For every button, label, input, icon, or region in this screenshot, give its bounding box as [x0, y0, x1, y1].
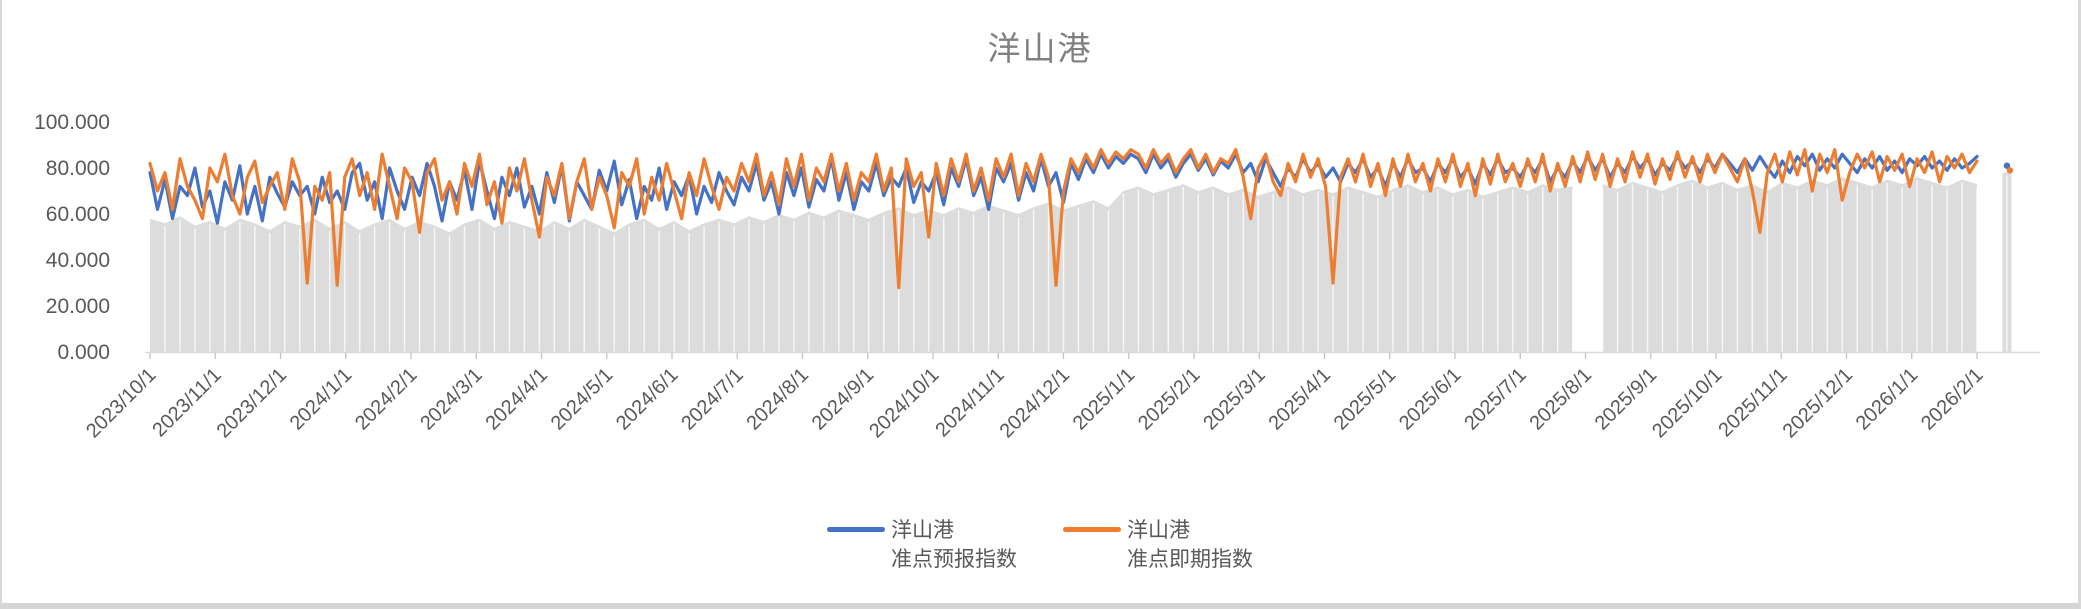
x-axis-label: 2025/2/1: [1134, 364, 1205, 435]
legend-label-spot: 洋山港 准点即期指数: [1127, 516, 1253, 574]
x-axis-label: 2024/10/1: [865, 364, 943, 442]
band-week-stripes: [164, 175, 2008, 352]
x-axis-label: 2026/2/1: [1917, 364, 1988, 435]
y-axis-label: 20.000: [46, 295, 110, 318]
x-axis-label: 2025/7/1: [1460, 364, 1531, 435]
y-axis-labels: 100.000 80.000 60.000 40.000 20.000 0.000: [34, 111, 110, 364]
x-axis-label: 2024/6/1: [612, 364, 683, 435]
y-axis-label: 100.000: [34, 111, 110, 134]
legend-label-forecast: 洋山港 准点预报指数: [891, 516, 1017, 574]
y-axis-label: 0.000: [57, 341, 110, 364]
legend-item-spot[interactable]: 洋山港 准点即期指数: [1063, 516, 1253, 574]
x-axis-label: 2026/1/1: [1852, 364, 1923, 435]
legend: 洋山港 准点预报指数 洋山港 准点即期指数: [827, 516, 1253, 574]
x-axis-label: 2024/4/1: [481, 364, 552, 435]
legend-forecast-line2: 准点预报指数: [891, 548, 1017, 571]
y-axis-label: 60.000: [46, 203, 110, 226]
x-axis-labels: 2023/10/12023/11/12023/12/12024/1/12024/…: [82, 364, 1987, 442]
legend-forecast-line1: 洋山港: [891, 519, 954, 542]
x-axis-label: 2024/5/1: [547, 364, 618, 435]
background-band: [150, 172, 2012, 352]
y-axis-label: 80.000: [46, 157, 110, 180]
x-axis-label: 2025/10/1: [1648, 364, 1726, 442]
x-axis-label: 2024/1/1: [286, 364, 357, 435]
x-axis-label: 2025/1/1: [1069, 364, 1140, 435]
legend-spot-line1: 洋山港: [1127, 519, 1190, 542]
x-axis-label: 2025/5/1: [1330, 364, 1401, 435]
legend-item-forecast[interactable]: 洋山港 准点预报指数: [827, 516, 1017, 574]
x-axis-label: 2024/12/1: [996, 364, 1074, 442]
x-axis-label: 2024/2/1: [351, 364, 422, 435]
chart-title[interactable]: 洋山港: [987, 30, 1093, 67]
x-axis-label: 2024/3/1: [416, 364, 487, 435]
x-axis-label: 2024/8/1: [742, 364, 813, 435]
x-axis: [145, 351, 2040, 359]
x-axis-label: 2025/4/1: [1264, 364, 1335, 435]
x-axis-label: 2023/10/1: [82, 364, 160, 442]
spot-line-swatch: [1063, 527, 1121, 532]
x-axis-label: 2023/12/1: [213, 364, 291, 442]
x-axis-label: 2025/6/1: [1395, 364, 1466, 435]
forecast-line-swatch: [827, 527, 885, 532]
spot-line-series: [148, 148, 2014, 290]
x-axis-label: 2025/3/1: [1199, 364, 1270, 435]
y-axis-label: 40.000: [46, 249, 110, 272]
x-axis-label: 2024/7/1: [677, 364, 748, 435]
x-axis-label: 2025/8/1: [1525, 364, 1596, 435]
legend-spot-line2: 准点即期指数: [1127, 548, 1253, 571]
x-axis-label: 2025/12/1: [1779, 364, 1857, 442]
